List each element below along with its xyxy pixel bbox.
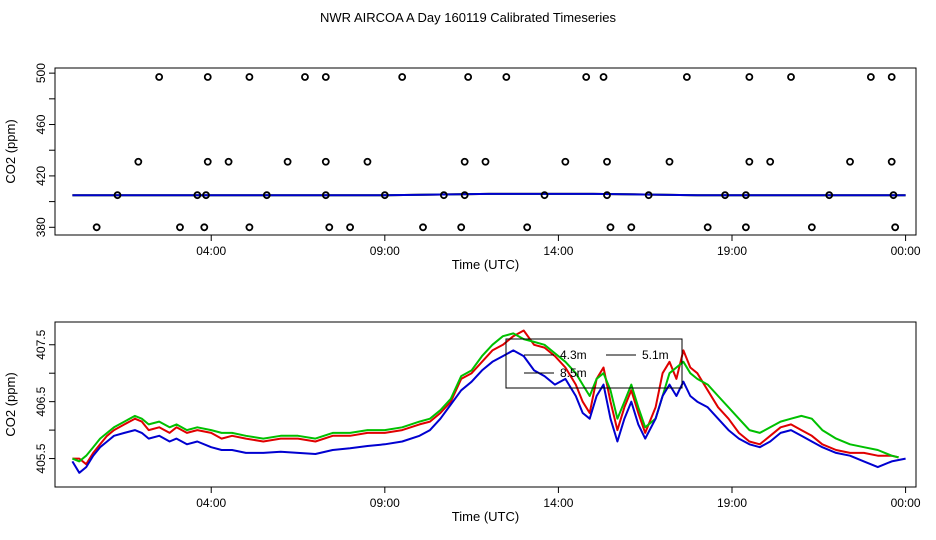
x-axis-label: Time (UTC) <box>452 509 519 524</box>
top-panel: 04:00 09:00 14:00 19:00 00:00 380 420 460 500 Tim… <box>3 63 921 272</box>
data-point <box>540 191 549 200</box>
x-tick-label: 04:00 <box>196 496 226 510</box>
x-tick-label: 00:00 <box>891 496 921 510</box>
x-tick-label: 14:00 <box>543 244 573 258</box>
legend: 4.3m 5.1m 8.5m <box>505 338 683 389</box>
data-point <box>419 223 427 232</box>
data-point <box>113 191 122 200</box>
plot-area <box>71 329 906 474</box>
x-tick-label: 09:00 <box>370 244 400 258</box>
plot-frame <box>54 67 917 236</box>
data-point <box>439 191 448 200</box>
data-point <box>644 191 653 200</box>
figure-title: NWR AIRCOA A Day 160119 Calibrated Times… <box>320 10 616 25</box>
y-tick-label: 380 <box>34 217 48 237</box>
data-point <box>807 223 816 232</box>
data-point <box>134 157 143 166</box>
legend-label: 5.1m <box>642 348 669 362</box>
data-point <box>481 157 490 166</box>
legend-label: 4.3m <box>560 348 587 362</box>
data-point <box>741 191 750 200</box>
series-line-8.5m <box>71 349 906 474</box>
data-point <box>502 73 511 81</box>
x-axis-label: Time (UTC) <box>452 257 519 272</box>
data-point <box>346 223 355 232</box>
data-point <box>92 223 101 232</box>
data-point <box>283 157 292 166</box>
x-tick-label: 09:00 <box>370 496 400 510</box>
data-point <box>203 157 212 166</box>
data-point <box>891 223 900 232</box>
data-point <box>582 73 591 81</box>
legend-box <box>505 338 683 389</box>
y-tick-label: 405.5 <box>34 443 48 473</box>
data-point <box>866 73 875 81</box>
y-tick-label: 500 <box>34 63 48 83</box>
data-point <box>321 157 330 166</box>
x-tick-label: 19:00 <box>717 244 747 258</box>
data-point <box>224 157 233 166</box>
data-point <box>846 157 854 166</box>
data-point <box>745 73 754 81</box>
data-point <box>603 191 611 200</box>
data-point <box>603 157 611 166</box>
data-point <box>380 191 389 200</box>
y-tick-label: 407.5 <box>34 329 48 359</box>
data-point <box>262 191 271 200</box>
data-point <box>599 73 608 81</box>
legend-label: 8.5m <box>560 366 587 380</box>
data-point <box>766 157 775 166</box>
data-point <box>200 223 209 232</box>
data-point <box>301 73 309 81</box>
data-point <box>523 223 532 232</box>
y-tick-label: 406.5 <box>34 386 48 416</box>
data-point <box>561 157 570 166</box>
y-tick-label: 420 <box>34 166 48 186</box>
data-point <box>193 191 202 200</box>
data-point <box>889 191 898 200</box>
data-point <box>245 223 254 232</box>
data-point <box>363 157 372 166</box>
data-point <box>665 157 674 166</box>
y-axis-label: CO2 (ppm) <box>3 119 18 183</box>
x-tick-label: 14:00 <box>543 496 573 510</box>
data-point <box>825 191 834 200</box>
y-axis-label: CO2 (ppm) <box>3 372 18 436</box>
data-point <box>721 191 729 200</box>
data-point <box>460 191 469 200</box>
plot-area <box>72 73 906 232</box>
data-point <box>245 73 254 81</box>
x-tick-label: 19:00 <box>717 496 747 510</box>
x-tick-label: 04:00 <box>196 244 226 258</box>
data-point <box>741 223 750 232</box>
data-point <box>787 73 795 81</box>
data-point <box>155 73 164 81</box>
series-line-4.3m <box>72 329 899 466</box>
data-point <box>464 73 473 81</box>
data-point <box>460 157 469 166</box>
data-point <box>398 73 407 81</box>
data-point <box>203 73 212 81</box>
bottom-panel: 04:00 09:00 14:00 19:00 00:00 405.5 406.5 407.5… <box>3 321 921 524</box>
y-tick-label: 460 <box>34 114 48 134</box>
data-point <box>682 73 691 81</box>
data-point <box>627 223 636 232</box>
series-line-5.1m <box>72 332 899 463</box>
data-point <box>703 223 712 232</box>
data-point <box>745 157 754 166</box>
x-tick-label: 00:00 <box>891 244 921 258</box>
data-point <box>606 223 615 232</box>
series-line-8.5m <box>72 192 906 197</box>
data-point <box>176 223 184 232</box>
data-point <box>457 223 466 232</box>
data-point <box>887 73 896 81</box>
data-point <box>887 157 896 166</box>
plot-frame <box>54 321 917 488</box>
data-point <box>325 223 334 232</box>
data-point <box>321 73 330 81</box>
data-point <box>321 191 330 200</box>
data-point <box>202 191 210 200</box>
